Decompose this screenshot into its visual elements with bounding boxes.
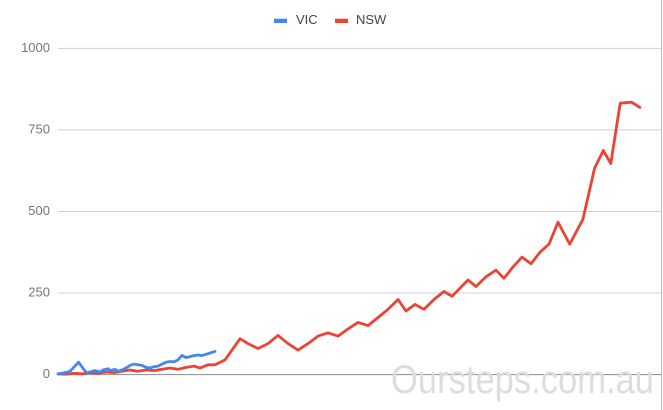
svg-text:0: 0 xyxy=(43,366,50,381)
svg-text:VIC: VIC xyxy=(296,12,318,27)
svg-text:750: 750 xyxy=(28,122,50,137)
svg-text:1000: 1000 xyxy=(21,40,50,55)
svg-text:500: 500 xyxy=(28,203,50,218)
svg-text:Oursteps.com.au: Oursteps.com.au xyxy=(391,358,654,402)
svg-text:250: 250 xyxy=(28,285,50,300)
svg-text:NSW: NSW xyxy=(356,12,387,27)
